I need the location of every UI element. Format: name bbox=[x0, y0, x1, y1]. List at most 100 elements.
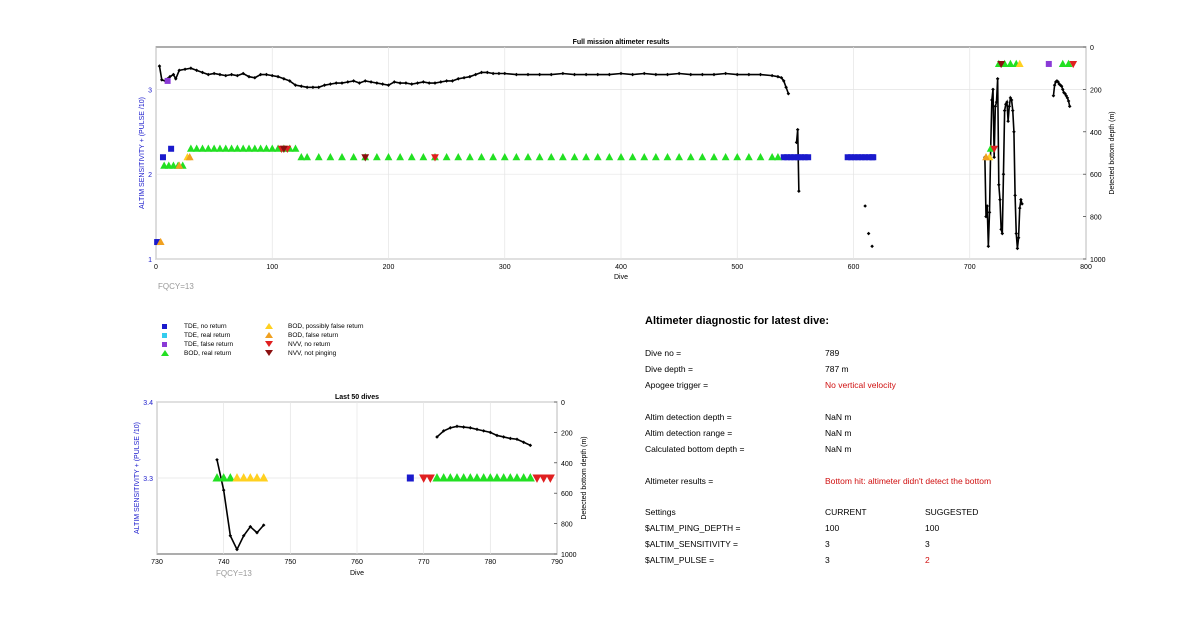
marker-triangle-up bbox=[512, 473, 522, 482]
marker-triangle-up bbox=[256, 144, 265, 152]
depth-point bbox=[491, 71, 495, 76]
marker-triangle-down bbox=[997, 60, 1006, 69]
settings-header: Settings bbox=[645, 507, 676, 517]
legend-label: NVV, no return bbox=[288, 340, 331, 348]
depth-point bbox=[171, 72, 176, 77]
triangle-down-marker-icon bbox=[264, 349, 274, 357]
chart-title: Last 50 dives bbox=[335, 394, 379, 401]
legend-item: NVV, not pinging bbox=[264, 349, 336, 357]
marker-square bbox=[784, 154, 791, 161]
marker-triangle-up bbox=[326, 153, 335, 161]
marker-triangle-up bbox=[651, 153, 660, 161]
marker-triangle-up bbox=[519, 473, 529, 482]
depth-point bbox=[528, 443, 533, 448]
depth-point bbox=[241, 533, 246, 538]
marker-triangle-up bbox=[1064, 59, 1073, 67]
depth-point bbox=[781, 79, 786, 83]
depth-point bbox=[439, 80, 443, 84]
marker-square bbox=[848, 154, 855, 161]
depth-point bbox=[261, 523, 266, 527]
marker-triangle-up bbox=[204, 144, 213, 152]
depth-point bbox=[1002, 108, 1007, 113]
depth-point bbox=[421, 80, 426, 84]
depth-point bbox=[995, 77, 1000, 81]
depth-point bbox=[311, 85, 315, 90]
marker-triangle-up bbox=[485, 473, 495, 482]
depth-point bbox=[392, 80, 397, 84]
legend-item: TDE, no return bbox=[160, 322, 227, 330]
y-right-tick-label: 1000 bbox=[561, 552, 577, 559]
y-left-tick-label: 3 bbox=[148, 87, 152, 94]
marker-triangle-up bbox=[192, 144, 201, 152]
marker-triangle-up bbox=[227, 144, 236, 152]
marker-triangle-up bbox=[419, 153, 428, 161]
marker-triangle-up bbox=[710, 153, 718, 161]
depth-point bbox=[218, 72, 222, 77]
marker-square bbox=[865, 154, 872, 161]
y-right-tick-label: 0 bbox=[1090, 45, 1094, 52]
dive-no-label: Dive no = bbox=[645, 348, 682, 358]
square-marker-icon bbox=[160, 331, 170, 339]
marker-triangle-up bbox=[396, 153, 405, 161]
depth-point bbox=[1014, 231, 1019, 236]
marker-triangle-up bbox=[465, 473, 475, 482]
depth-point bbox=[779, 75, 784, 80]
marker-triangle-up bbox=[479, 473, 489, 482]
depth-point bbox=[375, 81, 379, 85]
depth-point bbox=[481, 429, 486, 433]
depth-point bbox=[316, 85, 321, 90]
depth-point bbox=[723, 71, 728, 76]
depth-point bbox=[795, 127, 800, 132]
x-tick-label: 790 bbox=[551, 559, 563, 566]
altimeter-markers bbox=[154, 59, 1078, 246]
depth-line bbox=[157, 64, 1072, 251]
depth-point bbox=[786, 91, 791, 96]
setting-current: 3 bbox=[825, 555, 830, 565]
x-tick-label: 200 bbox=[383, 264, 395, 271]
current-header: CURRENT bbox=[825, 507, 867, 517]
depth-point bbox=[797, 189, 801, 193]
marker-square bbox=[870, 154, 877, 161]
x-tick-label: 100 bbox=[266, 264, 278, 271]
depth-point bbox=[501, 435, 506, 439]
depth-point bbox=[537, 72, 542, 77]
marker-square bbox=[168, 145, 175, 152]
depth-point bbox=[357, 81, 362, 85]
depth-point bbox=[595, 72, 600, 77]
depth-point bbox=[264, 72, 269, 77]
marker-triangle-up bbox=[593, 153, 602, 161]
legend-item: NVV, no return bbox=[264, 340, 330, 348]
marker-triangle-up bbox=[216, 144, 224, 152]
x-tick-label: 500 bbox=[731, 264, 743, 271]
depth-point bbox=[993, 104, 998, 109]
depth-point bbox=[473, 72, 478, 77]
marker-triangle-up bbox=[252, 473, 262, 482]
marker-square bbox=[164, 77, 171, 84]
depth-point bbox=[287, 79, 292, 83]
triangle-up-marker-icon bbox=[160, 349, 170, 357]
depth-point bbox=[305, 85, 309, 90]
depth-point bbox=[276, 74, 280, 79]
marker-triangle-down bbox=[431, 154, 439, 162]
marker-square bbox=[798, 154, 805, 161]
marker-triangle-up bbox=[489, 153, 498, 161]
depth-point bbox=[1020, 202, 1024, 206]
marker-square bbox=[855, 154, 862, 161]
marker-triangle-up bbox=[233, 144, 242, 152]
apogee-trigger-value: No vertical velocity bbox=[825, 380, 896, 390]
marker-triangle-up bbox=[232, 473, 242, 482]
depth-point bbox=[468, 426, 473, 430]
y-right-tick-label: 800 bbox=[1090, 215, 1102, 222]
marker-triangle-up bbox=[245, 473, 255, 482]
depth-line bbox=[215, 424, 533, 552]
fqcy-annotation: FQCY=13 bbox=[158, 282, 194, 291]
legend-item: TDE, real return bbox=[160, 331, 230, 339]
marker-triangle-up bbox=[675, 153, 684, 161]
marker-triangle-up bbox=[524, 153, 532, 161]
depth-point bbox=[870, 244, 874, 249]
y-right-tick-label: 800 bbox=[561, 522, 573, 529]
suggested-header: SUGGESTED bbox=[925, 507, 979, 517]
marker-triangle-up bbox=[245, 144, 253, 152]
depth-point bbox=[157, 64, 162, 68]
marker-triangle-up bbox=[698, 153, 707, 161]
